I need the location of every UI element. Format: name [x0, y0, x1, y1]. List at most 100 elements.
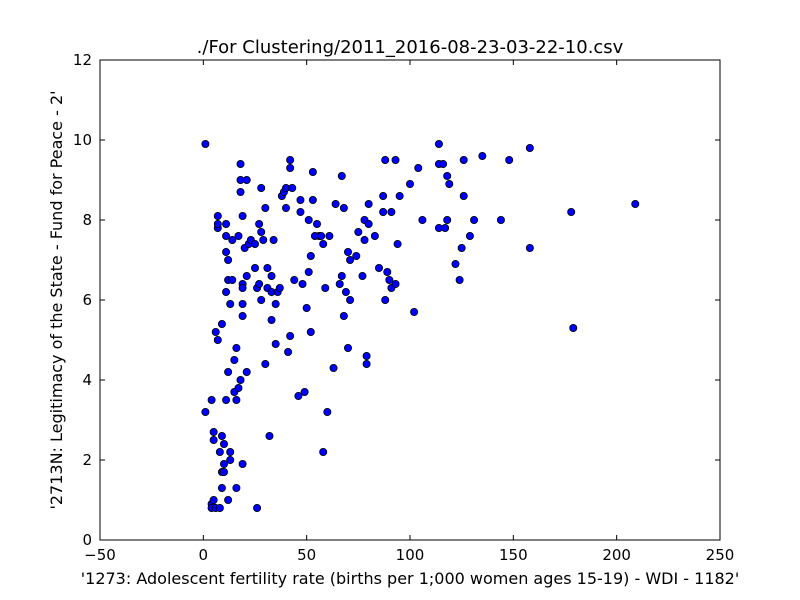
scatter-point	[290, 275, 299, 284]
scatter-point	[346, 255, 355, 264]
x-tick-label: 150	[499, 546, 528, 564]
scatter-point	[267, 315, 276, 324]
scatter-point	[525, 143, 534, 152]
scatter-point	[294, 391, 303, 400]
scatter-point	[236, 159, 245, 168]
scatter-point	[337, 171, 346, 180]
scatter-point	[271, 299, 280, 308]
scatter-point	[209, 495, 218, 504]
scatter-point	[441, 223, 450, 232]
scatter-point	[255, 219, 264, 228]
scatter-point	[207, 395, 216, 404]
scatter-point	[439, 159, 448, 168]
x-tick-label: 250	[706, 546, 735, 564]
scatter-point	[567, 207, 576, 216]
scatter-point	[242, 271, 251, 280]
scatter-point	[234, 383, 243, 392]
scatter-point	[226, 447, 235, 456]
scatter-point	[255, 279, 264, 288]
scatter-point	[358, 271, 367, 280]
scatter-point	[219, 459, 228, 468]
scatter-point	[362, 359, 371, 368]
chart-title: ./For Clustering/2011_2016-08-23-03-22-1…	[197, 37, 624, 58]
scatter-point	[339, 311, 348, 320]
x-tick-label: 50	[297, 546, 316, 564]
y-tick-label: 4	[82, 371, 92, 389]
scatter-point	[525, 243, 534, 252]
scatter-point	[343, 343, 352, 352]
scatter-point	[232, 483, 241, 492]
scatter-point	[222, 231, 231, 240]
scatter-point	[298, 279, 307, 288]
scatter-point	[346, 295, 355, 304]
scatter-point	[288, 183, 297, 192]
scatter-point	[304, 267, 313, 276]
scatter-point	[236, 187, 245, 196]
scatter-point	[325, 231, 334, 240]
scatter-point	[457, 243, 466, 252]
scatter-point	[226, 455, 235, 464]
scatter-point	[253, 503, 262, 512]
scatter-point	[281, 203, 290, 212]
scatter-point	[302, 303, 311, 312]
scatter-point	[459, 191, 468, 200]
x-tick-label: 100	[396, 546, 425, 564]
scatter-point	[391, 155, 400, 164]
scatter-point	[569, 323, 578, 332]
y-tick-label: 2	[82, 451, 92, 469]
scatter-point	[331, 199, 340, 208]
scatter-point	[434, 139, 443, 148]
scatter-point	[308, 167, 317, 176]
scatter-point	[306, 327, 315, 336]
scatter-point	[337, 271, 346, 280]
scatter-point	[259, 235, 268, 244]
scatter-point	[383, 267, 392, 276]
scatter-point	[224, 367, 233, 376]
scatter-point	[296, 195, 305, 204]
scatter-point	[228, 235, 237, 244]
scatter-point	[269, 235, 278, 244]
scatter-point	[319, 239, 328, 248]
scatter-point	[226, 299, 235, 308]
scatter-point	[343, 247, 352, 256]
scatter-point	[219, 439, 228, 448]
scatter-point	[329, 363, 338, 372]
scatter-point	[250, 239, 259, 248]
scatter-point	[201, 407, 210, 416]
scatter-point	[201, 139, 210, 148]
scatter-point	[395, 191, 404, 200]
scatter-point	[232, 395, 241, 404]
scatter-point	[455, 275, 464, 284]
scatter-point	[217, 319, 226, 328]
scatter-point	[230, 355, 239, 364]
y-tick-label: 0	[82, 531, 92, 549]
x-axis-label: '1273: Adolescent fertility rate (births…	[81, 569, 740, 588]
scatter-point	[242, 367, 251, 376]
x-tick-label: 0	[199, 546, 209, 564]
y-axis-ticks: 0 2 4 6 8 10 12	[73, 51, 720, 549]
scatter-point	[209, 435, 218, 444]
scatter-point	[335, 279, 344, 288]
scatter-point	[224, 255, 233, 264]
scatter-point	[410, 307, 419, 316]
scatter-point	[250, 263, 259, 272]
scatter-point	[496, 215, 505, 224]
scatter-point	[414, 163, 423, 172]
scatter-point	[232, 343, 241, 352]
scatter-point	[304, 215, 313, 224]
scatter-point	[222, 395, 231, 404]
scatter-point	[261, 359, 270, 368]
scatter-point	[236, 375, 245, 384]
x-tick-label: 200	[602, 546, 631, 564]
scatter-point	[451, 259, 460, 268]
scatter-point	[286, 163, 295, 172]
scatter-point	[393, 239, 402, 248]
scatter-point	[257, 295, 266, 304]
scatter-point	[215, 503, 224, 512]
scatter-point	[300, 387, 309, 396]
scatter-point	[275, 283, 284, 292]
scatter-point	[405, 179, 414, 188]
scatter-point	[360, 235, 369, 244]
scatter-point	[296, 207, 305, 216]
